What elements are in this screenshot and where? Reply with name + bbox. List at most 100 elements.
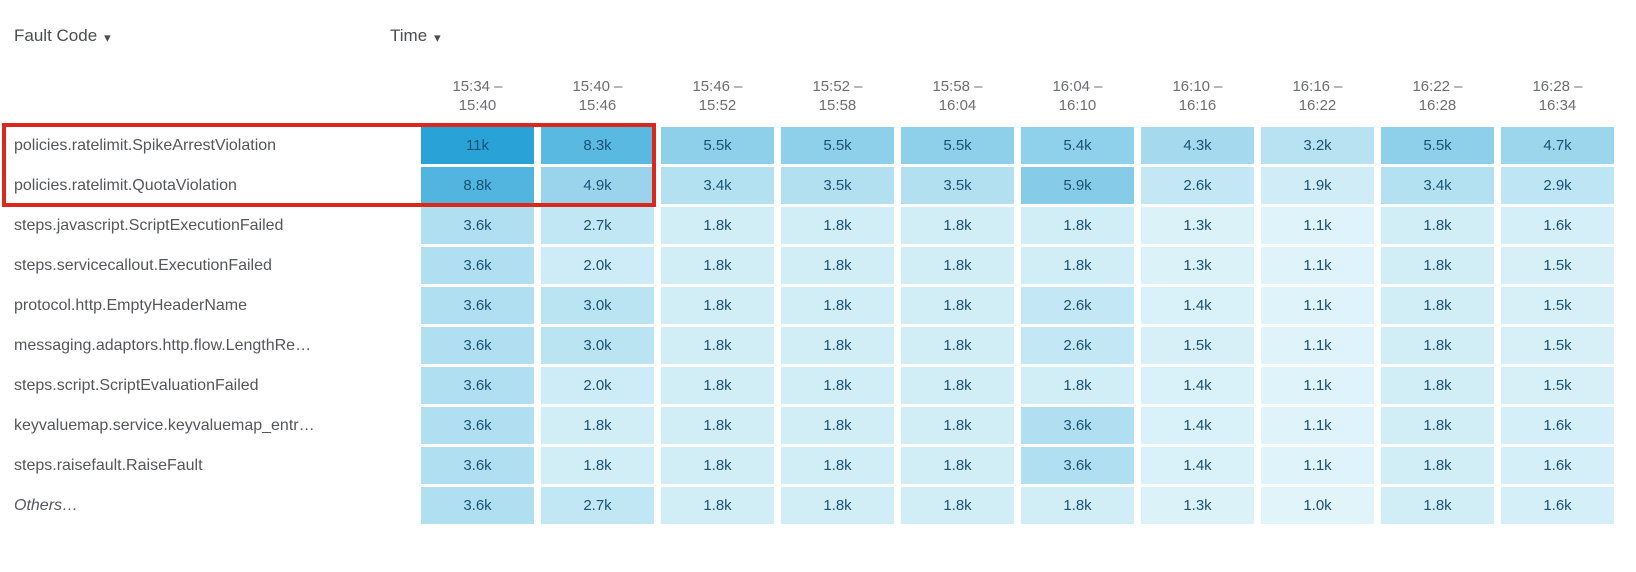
heatmap-cell[interactable]: 4.3k xyxy=(1141,127,1254,164)
heatmap-cell[interactable]: 2.6k xyxy=(1141,167,1254,204)
heatmap-cell[interactable]: 1.4k xyxy=(1141,367,1254,404)
heatmap-cell[interactable]: 1.8k xyxy=(901,327,1014,364)
heatmap-cell[interactable]: 1.1k xyxy=(1261,367,1374,404)
heatmap-cell[interactable]: 3.5k xyxy=(901,167,1014,204)
heatmap-cell[interactable]: 1.1k xyxy=(1261,447,1374,484)
heatmap-cell[interactable]: 3.0k xyxy=(541,327,654,364)
heatmap-cell[interactable]: 3.0k xyxy=(541,287,654,324)
heatmap-cell[interactable]: 4.9k xyxy=(541,167,654,204)
heatmap-cell[interactable]: 1.5k xyxy=(1501,287,1614,324)
heatmap-cell[interactable]: 3.5k xyxy=(781,167,894,204)
heatmap-cell[interactable]: 3.6k xyxy=(421,367,534,404)
heatmap-cell[interactable]: 1.3k xyxy=(1141,247,1254,284)
heatmap-cell[interactable]: 1.8k xyxy=(781,367,894,404)
heatmap-cell[interactable]: 3.6k xyxy=(421,407,534,444)
heatmap-cell[interactable]: 1.8k xyxy=(661,207,774,244)
heatmap-cell[interactable]: 3.4k xyxy=(1381,167,1494,204)
heatmap-cell[interactable]: 1.8k xyxy=(781,247,894,284)
heatmap-cell[interactable]: 3.6k xyxy=(1021,407,1134,444)
heatmap-cell[interactable]: 1.8k xyxy=(1381,447,1494,484)
heatmap-cell[interactable]: 1.8k xyxy=(781,407,894,444)
heatmap-cell[interactable]: 8.3k xyxy=(541,127,654,164)
heatmap-cell[interactable]: 1.8k xyxy=(541,447,654,484)
heatmap-cell[interactable]: 1.8k xyxy=(661,487,774,524)
heatmap-cell[interactable]: 5.4k xyxy=(1021,127,1134,164)
heatmap-cell[interactable]: 1.1k xyxy=(1261,407,1374,444)
fault-code-dimension-dropdown[interactable]: Fault Code ▾ xyxy=(14,26,111,46)
heatmap-cell[interactable]: 1.8k xyxy=(661,407,774,444)
heatmap-cell[interactable]: 1.4k xyxy=(1141,407,1254,444)
heatmap-cell[interactable]: 1.8k xyxy=(1381,407,1494,444)
heatmap-cell[interactable]: 1.8k xyxy=(661,447,774,484)
heatmap-cell[interactable]: 1.8k xyxy=(901,207,1014,244)
heatmap-cell[interactable]: 8.8k xyxy=(421,167,534,204)
heatmap-cell[interactable]: 1.8k xyxy=(1021,487,1134,524)
heatmap-cell[interactable]: 2.9k xyxy=(1501,167,1614,204)
heatmap-cell[interactable]: 1.8k xyxy=(661,327,774,364)
heatmap-cell[interactable]: 1.8k xyxy=(1381,327,1494,364)
heatmap-cell[interactable]: 1.8k xyxy=(1381,487,1494,524)
heatmap-cell[interactable]: 5.5k xyxy=(1381,127,1494,164)
heatmap-cell[interactable]: 1.8k xyxy=(661,367,774,404)
heatmap-cell[interactable]: 1.8k xyxy=(901,367,1014,404)
heatmap-cell[interactable]: 1.1k xyxy=(1261,247,1374,284)
heatmap-cell[interactable]: 3.6k xyxy=(421,247,534,284)
heatmap-cell[interactable]: 1.6k xyxy=(1501,407,1614,444)
heatmap-cell[interactable]: 1.8k xyxy=(781,207,894,244)
heatmap-cell[interactable]: 5.5k xyxy=(661,127,774,164)
heatmap-cell[interactable]: 1.6k xyxy=(1501,487,1614,524)
heatmap-cell[interactable]: 5.5k xyxy=(901,127,1014,164)
heatmap-cell[interactable]: 11k xyxy=(421,127,534,164)
heatmap-cell[interactable]: 3.6k xyxy=(421,447,534,484)
heatmap-cell[interactable]: 1.5k xyxy=(1501,247,1614,284)
heatmap-cell[interactable]: 2.7k xyxy=(541,207,654,244)
heatmap-cell[interactable]: 1.8k xyxy=(1021,247,1134,284)
heatmap-cell[interactable]: 2.0k xyxy=(541,367,654,404)
heatmap-cell[interactable]: 1.1k xyxy=(1261,287,1374,324)
time-dimension-dropdown[interactable]: Time ▾ xyxy=(390,26,441,46)
heatmap-cell[interactable]: 1.6k xyxy=(1501,447,1614,484)
heatmap-cell[interactable]: 3.6k xyxy=(421,287,534,324)
heatmap-cell[interactable]: 1.8k xyxy=(1021,367,1134,404)
heatmap-cell[interactable]: 1.4k xyxy=(1141,287,1254,324)
heatmap-cell[interactable]: 1.8k xyxy=(1381,287,1494,324)
heatmap-cell[interactable]: 2.6k xyxy=(1021,287,1134,324)
heatmap-cell[interactable]: 5.9k xyxy=(1021,167,1134,204)
heatmap-cell[interactable]: 1.8k xyxy=(541,407,654,444)
heatmap-cell[interactable]: 3.6k xyxy=(1021,447,1134,484)
heatmap-cell[interactable]: 1.8k xyxy=(1381,367,1494,404)
heatmap-cell[interactable]: 1.5k xyxy=(1501,327,1614,364)
heatmap-cell[interactable]: 3.6k xyxy=(421,327,534,364)
heatmap-cell[interactable]: 1.8k xyxy=(901,487,1014,524)
heatmap-cell[interactable]: 1.8k xyxy=(781,327,894,364)
heatmap-cell[interactable]: 1.8k xyxy=(1021,207,1134,244)
heatmap-cell[interactable]: 2.7k xyxy=(541,487,654,524)
heatmap-cell[interactable]: 1.3k xyxy=(1141,487,1254,524)
heatmap-cell[interactable]: 1.6k xyxy=(1501,207,1614,244)
heatmap-cell[interactable]: 1.8k xyxy=(661,287,774,324)
heatmap-cell[interactable]: 1.3k xyxy=(1141,207,1254,244)
heatmap-cell[interactable]: 5.5k xyxy=(781,127,894,164)
heatmap-cell[interactable]: 2.6k xyxy=(1021,327,1134,364)
heatmap-cell[interactable]: 3.6k xyxy=(421,487,534,524)
heatmap-cell[interactable]: 1.8k xyxy=(781,487,894,524)
heatmap-cell[interactable]: 1.1k xyxy=(1261,207,1374,244)
heatmap-cell[interactable]: 1.8k xyxy=(781,287,894,324)
heatmap-cell[interactable]: 1.5k xyxy=(1141,327,1254,364)
heatmap-cell[interactable]: 4.7k xyxy=(1501,127,1614,164)
heatmap-cell[interactable]: 1.8k xyxy=(901,247,1014,284)
heatmap-cell[interactable]: 1.4k xyxy=(1141,447,1254,484)
heatmap-cell[interactable]: 1.8k xyxy=(901,287,1014,324)
heatmap-cell[interactable]: 1.8k xyxy=(1381,207,1494,244)
heatmap-cell[interactable]: 1.5k xyxy=(1501,367,1614,404)
heatmap-cell[interactable]: 1.1k xyxy=(1261,327,1374,364)
heatmap-cell[interactable]: 1.8k xyxy=(901,447,1014,484)
heatmap-cell[interactable]: 1.8k xyxy=(661,247,774,284)
heatmap-cell[interactable]: 3.6k xyxy=(421,207,534,244)
heatmap-cell[interactable]: 3.4k xyxy=(661,167,774,204)
heatmap-cell[interactable]: 1.8k xyxy=(781,447,894,484)
heatmap-cell[interactable]: 2.0k xyxy=(541,247,654,284)
heatmap-cell[interactable]: 1.0k xyxy=(1261,487,1374,524)
heatmap-cell[interactable]: 1.9k xyxy=(1261,167,1374,204)
heatmap-cell[interactable]: 1.8k xyxy=(901,407,1014,444)
